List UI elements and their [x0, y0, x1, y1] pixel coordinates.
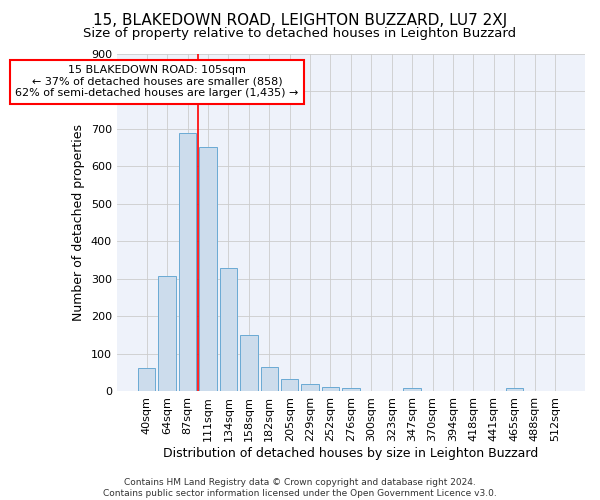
Bar: [138, 368, 155, 392]
Bar: [403, 388, 421, 392]
Text: 15 BLAKEDOWN ROAD: 105sqm
← 37% of detached houses are smaller (858)
62% of semi: 15 BLAKEDOWN ROAD: 105sqm ← 37% of detac…: [15, 65, 299, 98]
Text: Contains HM Land Registry data © Crown copyright and database right 2024.
Contai: Contains HM Land Registry data © Crown c…: [103, 478, 497, 498]
Bar: [179, 134, 196, 392]
Bar: [322, 387, 339, 392]
Bar: [301, 384, 319, 392]
Bar: [260, 367, 278, 392]
Bar: [342, 388, 359, 392]
Bar: [506, 388, 523, 392]
Bar: [220, 268, 237, 392]
Text: 15, BLAKEDOWN ROAD, LEIGHTON BUZZARD, LU7 2XJ: 15, BLAKEDOWN ROAD, LEIGHTON BUZZARD, LU…: [93, 12, 507, 28]
Bar: [281, 379, 298, 392]
Bar: [158, 276, 176, 392]
Bar: [199, 147, 217, 392]
Bar: [240, 335, 257, 392]
Y-axis label: Number of detached properties: Number of detached properties: [72, 124, 85, 321]
Text: Size of property relative to detached houses in Leighton Buzzard: Size of property relative to detached ho…: [83, 28, 517, 40]
X-axis label: Distribution of detached houses by size in Leighton Buzzard: Distribution of detached houses by size …: [163, 447, 539, 460]
